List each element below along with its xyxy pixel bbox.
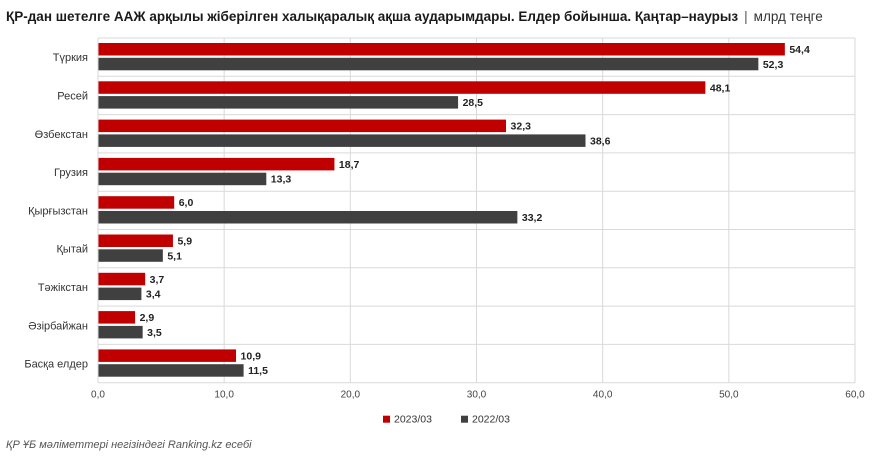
legend-swatch [461, 415, 468, 423]
data-label: 6,0 [179, 197, 194, 209]
category-label: Басқа елдер [24, 359, 88, 371]
bar-2022-03 [98, 325, 143, 339]
legend-swatch [383, 415, 390, 423]
bar-2023-03 [98, 81, 706, 94]
category-label: Қытай [57, 244, 89, 256]
legend-label: 2022/03 [472, 414, 510, 426]
legend-label: 2023/03 [394, 414, 432, 426]
bar-2022-03 [98, 134, 586, 147]
data-label: 3,5 [147, 327, 162, 339]
data-label: 32,3 [511, 121, 532, 133]
data-label: 48,1 [710, 82, 731, 94]
category-label: Өзбекстан [35, 129, 88, 141]
bar-2022-03 [98, 287, 142, 301]
bar-2022-03 [98, 57, 759, 71]
data-label: 13,3 [271, 174, 292, 186]
x-tick-label: 0,0 [91, 390, 105, 401]
x-tick-label: 40,0 [593, 390, 613, 401]
category-label: Әзірбайжан [28, 320, 88, 332]
bar-2023-03 [98, 311, 136, 324]
chart-unit: млрд теңге [753, 9, 823, 24]
x-tick-label: 30,0 [467, 390, 487, 401]
bar-2022-03 [98, 172, 267, 186]
data-label: 33,2 [522, 212, 543, 224]
category-label: Грузия [54, 167, 88, 179]
data-label: 3,7 [150, 274, 165, 286]
data-label: 28,5 [463, 97, 484, 109]
bar-2022-03 [98, 364, 244, 377]
bar-2023-03 [98, 234, 173, 247]
category-label: Түркия [53, 52, 88, 64]
x-tick-label: 60,0 [845, 390, 865, 401]
x-tick-label: 10,0 [214, 390, 234, 401]
data-label: 11,5 [248, 365, 268, 377]
data-label: 5,1 [167, 250, 182, 262]
bar-2022-03 [98, 249, 163, 262]
source-note: ҚР ҰБ мәліметтері негізіндегі Ranking.kz… [6, 439, 252, 451]
x-tick-label: 50,0 [719, 390, 739, 401]
data-label: 5,9 [177, 236, 192, 248]
bar-2023-03 [98, 119, 507, 133]
data-label: 38,6 [590, 135, 611, 147]
bar-2023-03 [98, 43, 785, 56]
bar-2023-03 [98, 349, 237, 362]
title-separator: | [744, 9, 748, 24]
bar-2023-03 [98, 272, 146, 286]
category-label: Қырғызстан [28, 205, 88, 217]
bar-2023-03 [98, 196, 175, 209]
data-label: 3,4 [146, 289, 161, 301]
bar-2022-03 [98, 211, 518, 224]
category-label: Ресей [57, 90, 88, 102]
x-tick-label: 20,0 [341, 390, 361, 401]
chart-title-block: ҚР-дан шетелге ААЖ арқылы жіберілген хал… [6, 6, 866, 28]
chart-title: ҚР-дан шетелге ААЖ арқылы жіберілген хал… [6, 9, 739, 24]
bar-2022-03 [98, 96, 459, 109]
bar-chart: 0,0 10,0 20,0 30,0 40,0 50,0 60,0 Түркия 54,4 52,… [24, 37, 865, 426]
data-label: 18,7 [339, 159, 360, 171]
data-label: 52,3 [763, 59, 784, 71]
data-label: 54,4 [789, 44, 810, 56]
bar-2023-03 [98, 157, 335, 171]
data-label: 2,9 [140, 312, 155, 324]
category-label: Тәжікстан [38, 282, 88, 294]
data-label: 10,9 [241, 350, 262, 362]
